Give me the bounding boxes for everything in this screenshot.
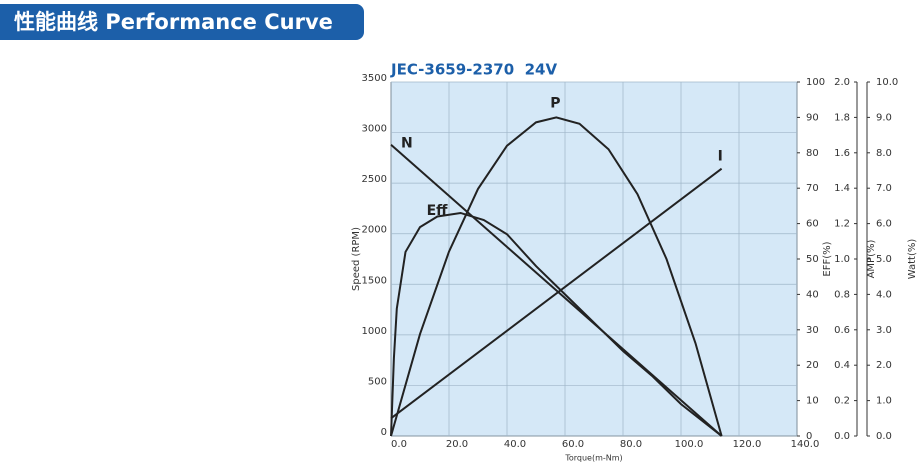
x-tick-label: 60.0	[562, 439, 584, 450]
y4-tick-label: 6.0	[876, 219, 892, 230]
x-tick-label: 20.0	[446, 439, 468, 450]
series-label: I	[718, 149, 723, 165]
y3-tick-label: 1.8	[834, 112, 850, 123]
x-tick-label: 120.0	[733, 439, 762, 450]
y3-tick-label: 0.4	[834, 360, 850, 371]
series-line	[390, 143, 723, 437]
y4-tick-label: 0.0	[876, 431, 892, 442]
y3-tick-label: 0.0	[834, 431, 850, 442]
y3-tick-label: 1.2	[834, 219, 850, 230]
y3-tick-label: 0.2	[834, 396, 850, 407]
y-tick-label: 1000	[362, 326, 387, 337]
y3-tick-label: 0.8	[834, 289, 850, 300]
y2-tick-label: 40	[806, 289, 819, 300]
plot-area	[391, 82, 797, 436]
series-label: Eff	[427, 203, 449, 219]
x-tick-label: 100.0	[675, 439, 704, 450]
y4-tick-label: 2.0	[876, 360, 892, 371]
y2-tick-label: 50	[806, 254, 819, 265]
y-tick-label: 2000	[362, 225, 387, 236]
chart-title: JEC-3659-2370 24V	[390, 61, 557, 79]
y4-tick-label: 3.0	[876, 325, 892, 336]
y3-axis-title: AMP(%)	[866, 240, 877, 279]
y2-tick-label: 100	[806, 77, 825, 88]
series-label: P	[550, 95, 560, 111]
y-tick-label: 3500	[362, 73, 387, 84]
y3-tick-label: 1.6	[834, 148, 850, 159]
y3-tick-label: 0.6	[834, 325, 850, 336]
y2-tick-label: 20	[806, 360, 819, 371]
series-line	[390, 167, 723, 420]
x-tick-label: 0.0	[391, 439, 407, 450]
y2-tick-label: 90	[806, 112, 819, 123]
y3-tick-label: 1.0	[834, 254, 850, 265]
banner: 性能曲线 Performance Curve	[0, 4, 364, 40]
y-tick-label: 1500	[362, 275, 387, 286]
y-tick-label: 2500	[362, 174, 387, 185]
y-tick-label: 500	[368, 376, 387, 387]
y2-tick-label: 0	[806, 431, 812, 442]
y2-axis-title: EFF(%)	[822, 241, 833, 276]
series-line	[390, 116, 723, 437]
y2-tick-label: 30	[806, 325, 819, 336]
y4-tick-label: 1.0	[876, 396, 892, 407]
y2-tick-label: 60	[806, 219, 819, 230]
x-tick-label: 140.0	[791, 439, 820, 450]
series-line	[390, 211, 723, 437]
y2-tick-label: 80	[806, 148, 819, 159]
y4-tick-label: 9.0	[876, 112, 892, 123]
y3-tick-label: 1.4	[834, 183, 850, 194]
y2-tick-label: 70	[806, 183, 819, 194]
y4-tick-label: 8.0	[876, 148, 892, 159]
y-tick-label: 3000	[362, 124, 387, 135]
y2-tick-label: 10	[806, 396, 819, 407]
x-tick-label: 80.0	[620, 439, 642, 450]
x-tick-label: 40.0	[504, 439, 526, 450]
x-axis-title: Torque(m-Nm)	[564, 454, 622, 463]
y-axis-title: Speed (RPM)	[351, 227, 362, 291]
y3-tick-label: 2.0	[834, 77, 850, 88]
series-label: N	[401, 136, 413, 152]
y4-tick-label: 7.0	[876, 183, 892, 194]
y4-axis-title: Watt(%)	[907, 239, 918, 280]
y4-tick-label: 4.0	[876, 289, 892, 300]
y4-tick-label: 5.0	[876, 254, 892, 265]
y-tick-label: 0	[381, 427, 387, 438]
y4-tick-label: 10.0	[876, 77, 898, 88]
